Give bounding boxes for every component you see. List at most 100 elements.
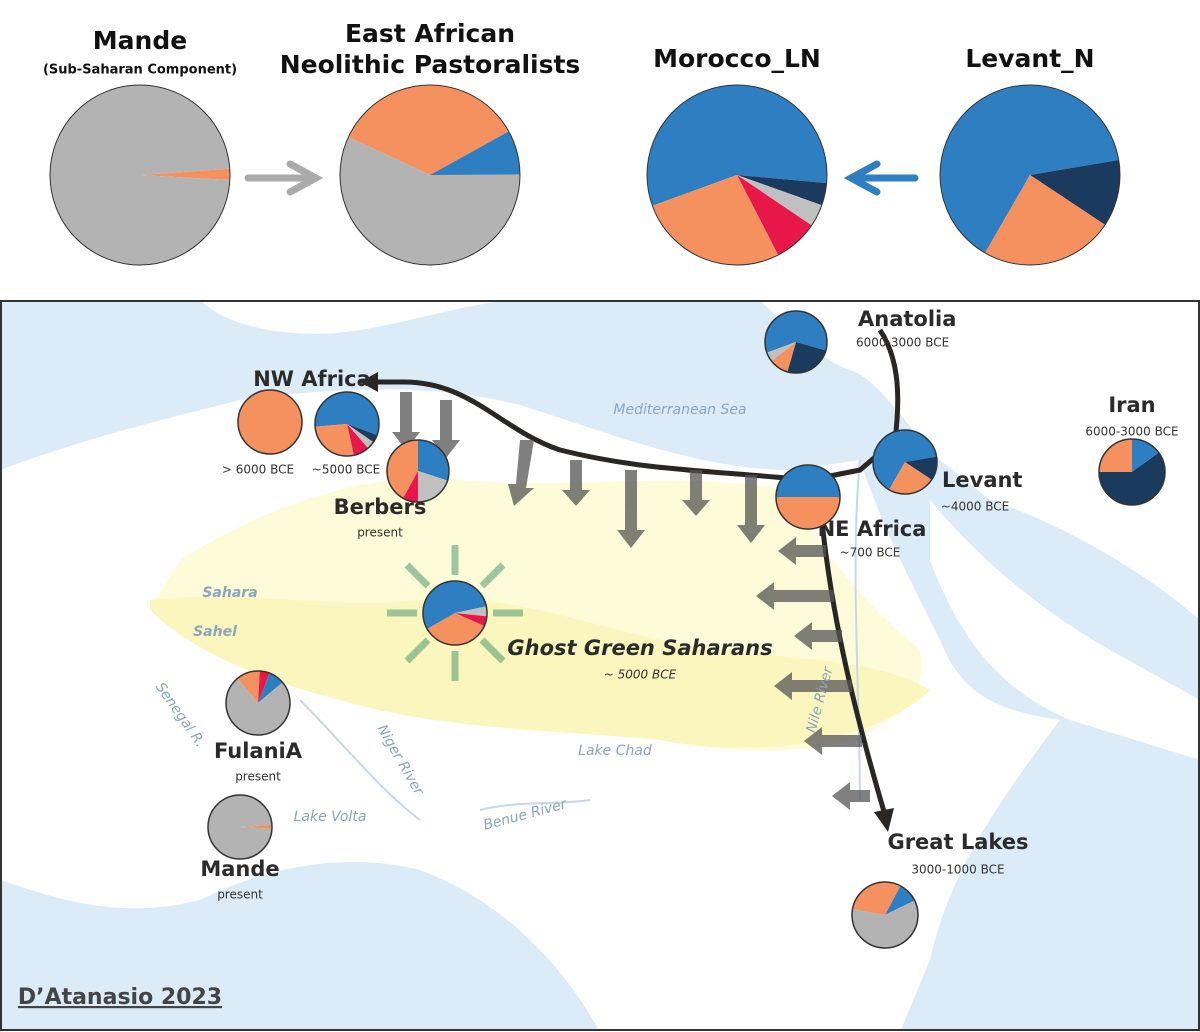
pie-title: Mande — [93, 26, 187, 55]
pie-slice — [140, 168, 230, 181]
pie-caption: 3000-1000 BCE — [911, 863, 1004, 877]
pie-slice — [852, 900, 918, 949]
arrowhead — [360, 372, 378, 392]
pie-slice — [49, 84, 230, 266]
pie-slice — [403, 471, 418, 502]
pie-slice — [418, 440, 449, 481]
pie-slice — [889, 462, 932, 494]
pie-slice — [1099, 452, 1166, 506]
pie-slice — [1132, 439, 1159, 472]
pie-slice — [873, 430, 937, 490]
pie-title: Levant_N — [965, 44, 1094, 73]
migration-arrows — [360, 328, 901, 832]
pie-slice — [347, 424, 378, 443]
pie-slice — [348, 85, 509, 175]
place-label: NW Africa — [253, 367, 371, 391]
pie-outline — [225, 670, 291, 736]
place-label: Levant — [942, 468, 1022, 492]
pie-slice — [237, 670, 260, 703]
pie-slice — [258, 673, 283, 703]
pie-outline — [872, 429, 938, 495]
pie-caption: ~5000 BCE — [312, 463, 380, 477]
pie-slice — [1099, 439, 1132, 472]
pie-slice — [455, 606, 487, 617]
map-feature: Lake Chad — [578, 743, 652, 759]
pie-slice — [852, 881, 901, 915]
pie-slice — [737, 175, 822, 226]
pie-slice — [422, 581, 487, 629]
pie-slice — [737, 175, 827, 206]
pie-outline — [314, 391, 380, 457]
pie-caption: > 6000 BCE — [222, 463, 294, 477]
pie-caption: ~4000 BCE — [941, 500, 1009, 514]
pie-caption: 6000-3000 BCE — [1085, 425, 1178, 439]
pie-slice — [985, 175, 1105, 265]
place-label: Anatolia — [858, 307, 956, 331]
pie-slice — [208, 795, 272, 860]
place-label: Iran — [1108, 393, 1155, 417]
pie-outline — [49, 84, 231, 266]
map-feature: Mediterranean Sea — [613, 402, 746, 418]
pie-outline — [1098, 438, 1166, 506]
pie-slice — [225, 678, 291, 735]
place-label: Mande — [200, 857, 279, 881]
pie-slice — [940, 85, 1119, 253]
route — [370, 328, 901, 483]
pie-slice — [387, 440, 418, 499]
pie-title: Neolithic Pastoralists — [280, 50, 581, 79]
pie-slice — [240, 824, 272, 829]
arrows-top — [244, 160, 919, 196]
pie-slice — [647, 84, 827, 206]
pie-caption: present — [217, 888, 263, 902]
pie-slice — [315, 391, 380, 436]
pie-outline — [646, 84, 828, 266]
map-feature: Lake Volta — [294, 809, 367, 825]
pie-slice — [430, 131, 520, 175]
pie-slice — [771, 342, 796, 372]
pie-title: East African — [345, 19, 515, 48]
place-label: Great Lakes — [887, 830, 1028, 854]
pie-caption: present — [357, 526, 403, 540]
pie-outline — [339, 84, 521, 266]
pie-outline — [422, 580, 488, 646]
pie-subtitle: (Sub-Saharan Component) — [43, 63, 237, 78]
pie-slice — [427, 613, 485, 645]
pie-slice — [455, 613, 487, 627]
pie-slice — [737, 175, 812, 256]
place-label: Ghost Green Saharans — [507, 636, 772, 660]
pie-slice — [776, 497, 840, 529]
map-frame — [0, 300, 1200, 1031]
pie-slice — [258, 671, 270, 703]
map-background — [2, 301, 1198, 1029]
pie-slice — [238, 390, 302, 454]
pie-slice — [1030, 159, 1120, 225]
pie-slice — [347, 424, 368, 456]
map-feature: Sahara — [202, 585, 257, 601]
map-feature: Sahel — [193, 624, 237, 640]
place-label: NE Africa — [818, 517, 927, 541]
ghost-rays — [387, 545, 523, 681]
pie-slice — [418, 471, 448, 502]
arrowhead — [874, 808, 894, 832]
pie-slice — [652, 175, 779, 265]
arrow — [244, 160, 324, 196]
pie-slice — [776, 465, 840, 497]
pie-caption: present — [235, 770, 281, 784]
pie-slice — [766, 342, 796, 362]
pie-slice — [347, 424, 374, 449]
pie-slice — [765, 311, 827, 353]
pie-outline — [851, 881, 919, 949]
pie-outline — [237, 389, 303, 455]
pie-outline — [775, 464, 841, 530]
pie-slice — [315, 424, 354, 457]
credit: D’Atanasio 2023 — [18, 985, 222, 1010]
pie-slice — [340, 136, 521, 265]
pie-slice — [905, 456, 938, 480]
pie-outline — [207, 794, 273, 860]
pie-outline — [386, 439, 450, 503]
pie-title: Morocco_LN — [653, 44, 821, 73]
pie-slice — [885, 885, 915, 915]
arrow — [843, 160, 919, 196]
pie-caption: 6000-3000 BCE — [856, 336, 949, 350]
